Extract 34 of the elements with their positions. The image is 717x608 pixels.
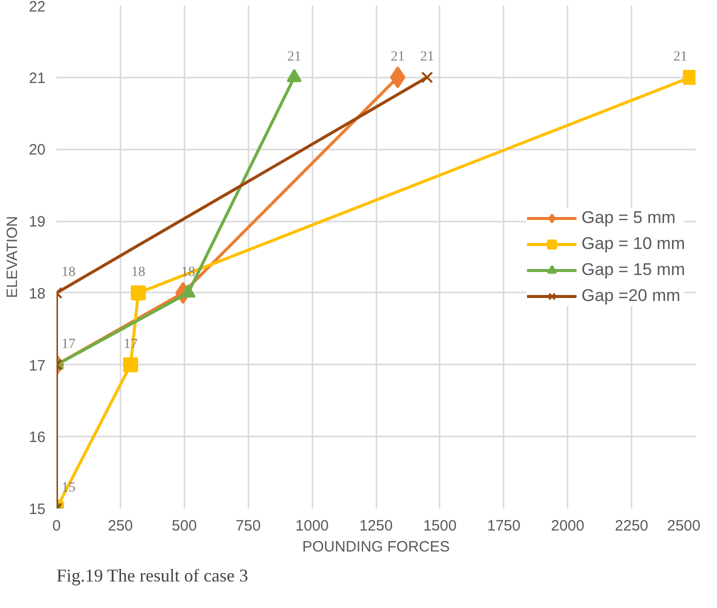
data-label: 21 xyxy=(420,49,434,64)
data-label: 18 xyxy=(131,264,146,280)
y-tick-label: 16 xyxy=(28,429,46,446)
x-tick-label: 1750 xyxy=(487,518,520,534)
y-tick-label: 17 xyxy=(28,357,46,374)
legend-label: Gap = 10 mm xyxy=(582,234,685,254)
x-tick-label: 1500 xyxy=(423,518,457,534)
x-tick-label: 500 xyxy=(172,518,197,534)
y-tick-label: 15 xyxy=(28,501,46,518)
caption: Fig.19 The result of case 3 xyxy=(56,566,248,586)
legend-label: Gap = 15 mm xyxy=(582,260,685,280)
y-axis-title: ELEVATION xyxy=(4,216,21,298)
data-label: 17 xyxy=(62,336,76,352)
y-tick-label: 22 xyxy=(28,0,46,16)
x-tick-label: 2000 xyxy=(551,518,584,534)
legend-label: Gap =20 mm xyxy=(582,286,680,306)
data-label: 21 xyxy=(287,49,302,64)
y-tick-label: 21 xyxy=(28,70,46,87)
data-label: 21 xyxy=(673,49,688,64)
x-tick-label: 2500 xyxy=(667,518,701,534)
x-tick-label: 750 xyxy=(236,518,261,534)
x-tick-label: 1250 xyxy=(359,518,393,534)
x-tick-label: 250 xyxy=(108,518,133,534)
y-tick-label: 20 xyxy=(28,142,46,159)
data-label: 18 xyxy=(62,264,76,280)
y-tick-label: 19 xyxy=(28,214,46,231)
x-axis-title: POUNDING FORCES xyxy=(302,538,450,556)
x-tick-label: 1000 xyxy=(295,518,329,534)
legend-label: Gap = 5 mm xyxy=(582,208,676,228)
x-tick-label: 2250 xyxy=(614,518,648,534)
data-label: 21 xyxy=(390,49,405,64)
x-tick-label: 0 xyxy=(52,518,61,534)
y-tick-label: 18 xyxy=(28,285,46,302)
point xyxy=(682,70,696,85)
